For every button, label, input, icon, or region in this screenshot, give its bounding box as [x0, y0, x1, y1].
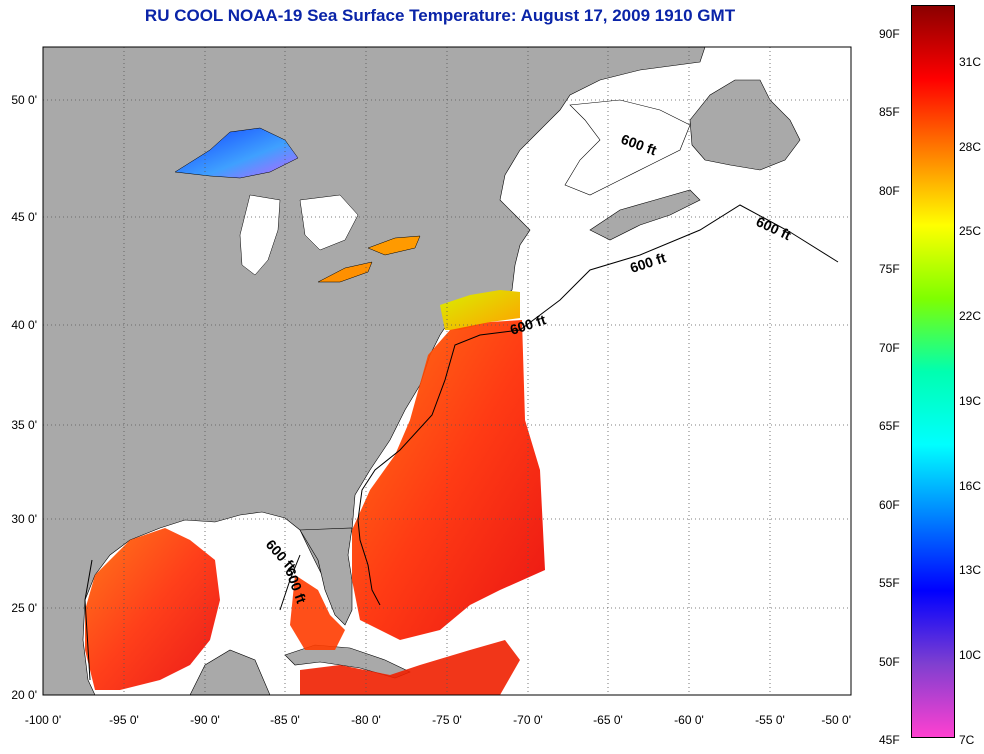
colorbar-fahrenheit-label: 50F: [879, 655, 900, 669]
colorbar-celsius-label: 28C: [959, 140, 982, 154]
lon-tick-label: -95 0': [109, 713, 139, 727]
sst-gulf-east: [290, 575, 345, 650]
colorbar-fahrenheit-label: 85F: [879, 105, 900, 119]
lon-tick-label: -60 0': [674, 713, 704, 727]
lon-tick-label: -70 0': [513, 713, 543, 727]
lake-ontario-sst: [367, 235, 421, 256]
lake-superior-sst: [174, 127, 299, 179]
lon-tick-label: -100 0': [25, 713, 61, 727]
isobath-600ft: [84, 204, 839, 681]
colorbar-fahrenheit-label: 90F: [879, 27, 900, 41]
colorbar-celsius-label: 16C: [959, 479, 982, 493]
colorbar-celsius-label: 10C: [959, 648, 982, 662]
colorbar-celsius-label: 19C: [959, 394, 982, 408]
lon-tick-label: -90 0': [190, 713, 220, 727]
gulf-st-lawrence: [564, 99, 691, 196]
colorbar-fahrenheit-label: 55F: [879, 576, 900, 590]
colorbar-fahrenheit-label: 65F: [879, 419, 900, 433]
longitude-axis: -100 0' -95 0' -90 0' -85 0' -80 0' -75 …: [25, 713, 851, 727]
yucatan-land: [189, 649, 271, 695]
colorbar-celsius-label: 22C: [959, 309, 982, 323]
lat-tick-label: 40 0': [11, 318, 37, 332]
nova-scotia-land: [589, 189, 701, 241]
lon-tick-label: -55 0': [755, 713, 785, 727]
colorbar-fahrenheit-label: 60F: [879, 498, 900, 512]
lon-tick-label: -50 0': [821, 713, 851, 727]
lon-tick-label: -80 0': [351, 713, 381, 727]
colorbar-celsius-label: 13C: [959, 563, 982, 577]
temperature-colorbar: [911, 5, 955, 738]
lon-tick-label: -85 0': [270, 713, 300, 727]
map-frame: [42, 46, 852, 696]
lat-tick-label: 25 0': [11, 601, 37, 615]
lat-tick-label: 20 0': [11, 688, 37, 702]
sst-gulf-stream: [352, 320, 545, 640]
colorbar-celsius-label: 31C: [959, 55, 982, 69]
florida-land: [299, 527, 353, 626]
sst-gulf-of-mexico: [85, 528, 220, 690]
lon-tick-label: -65 0': [593, 713, 623, 727]
lon-tick-label: -75 0': [432, 713, 462, 727]
lake-erie-sst: [317, 261, 373, 283]
sst-caribbean: [300, 640, 520, 695]
sst-northeast-shelf: [440, 290, 520, 330]
lat-tick-label: 30 0': [11, 512, 37, 526]
lat-tick-label: 45 0': [11, 210, 37, 224]
colorbar-celsius-label: 25C: [959, 224, 982, 238]
colorbar-fahrenheit-label: 45F: [879, 733, 900, 747]
colorbar-fahrenheit-label: 80F: [879, 184, 900, 198]
newfoundland-land: [689, 79, 801, 171]
lake-michigan: [239, 194, 281, 276]
map-title: RU COOL NOAA-19 Sea Surface Temperature:…: [144, 6, 736, 25]
colorbar-fahrenheit-label: 70F: [879, 341, 900, 355]
colorbar-fahrenheit-label: 75F: [879, 262, 900, 276]
lake-huron: [299, 194, 359, 251]
colorbar-celsius-label: 7C: [959, 733, 975, 747]
latitude-axis: 50 0' 45 0' 40 0' 35 0' 30 0' 25 0' 20 0…: [11, 93, 37, 702]
lat-tick-label: 35 0': [11, 418, 37, 432]
lat-tick-label: 50 0': [11, 93, 37, 107]
north-america-land: [43, 47, 706, 695]
graticule: [43, 47, 851, 695]
